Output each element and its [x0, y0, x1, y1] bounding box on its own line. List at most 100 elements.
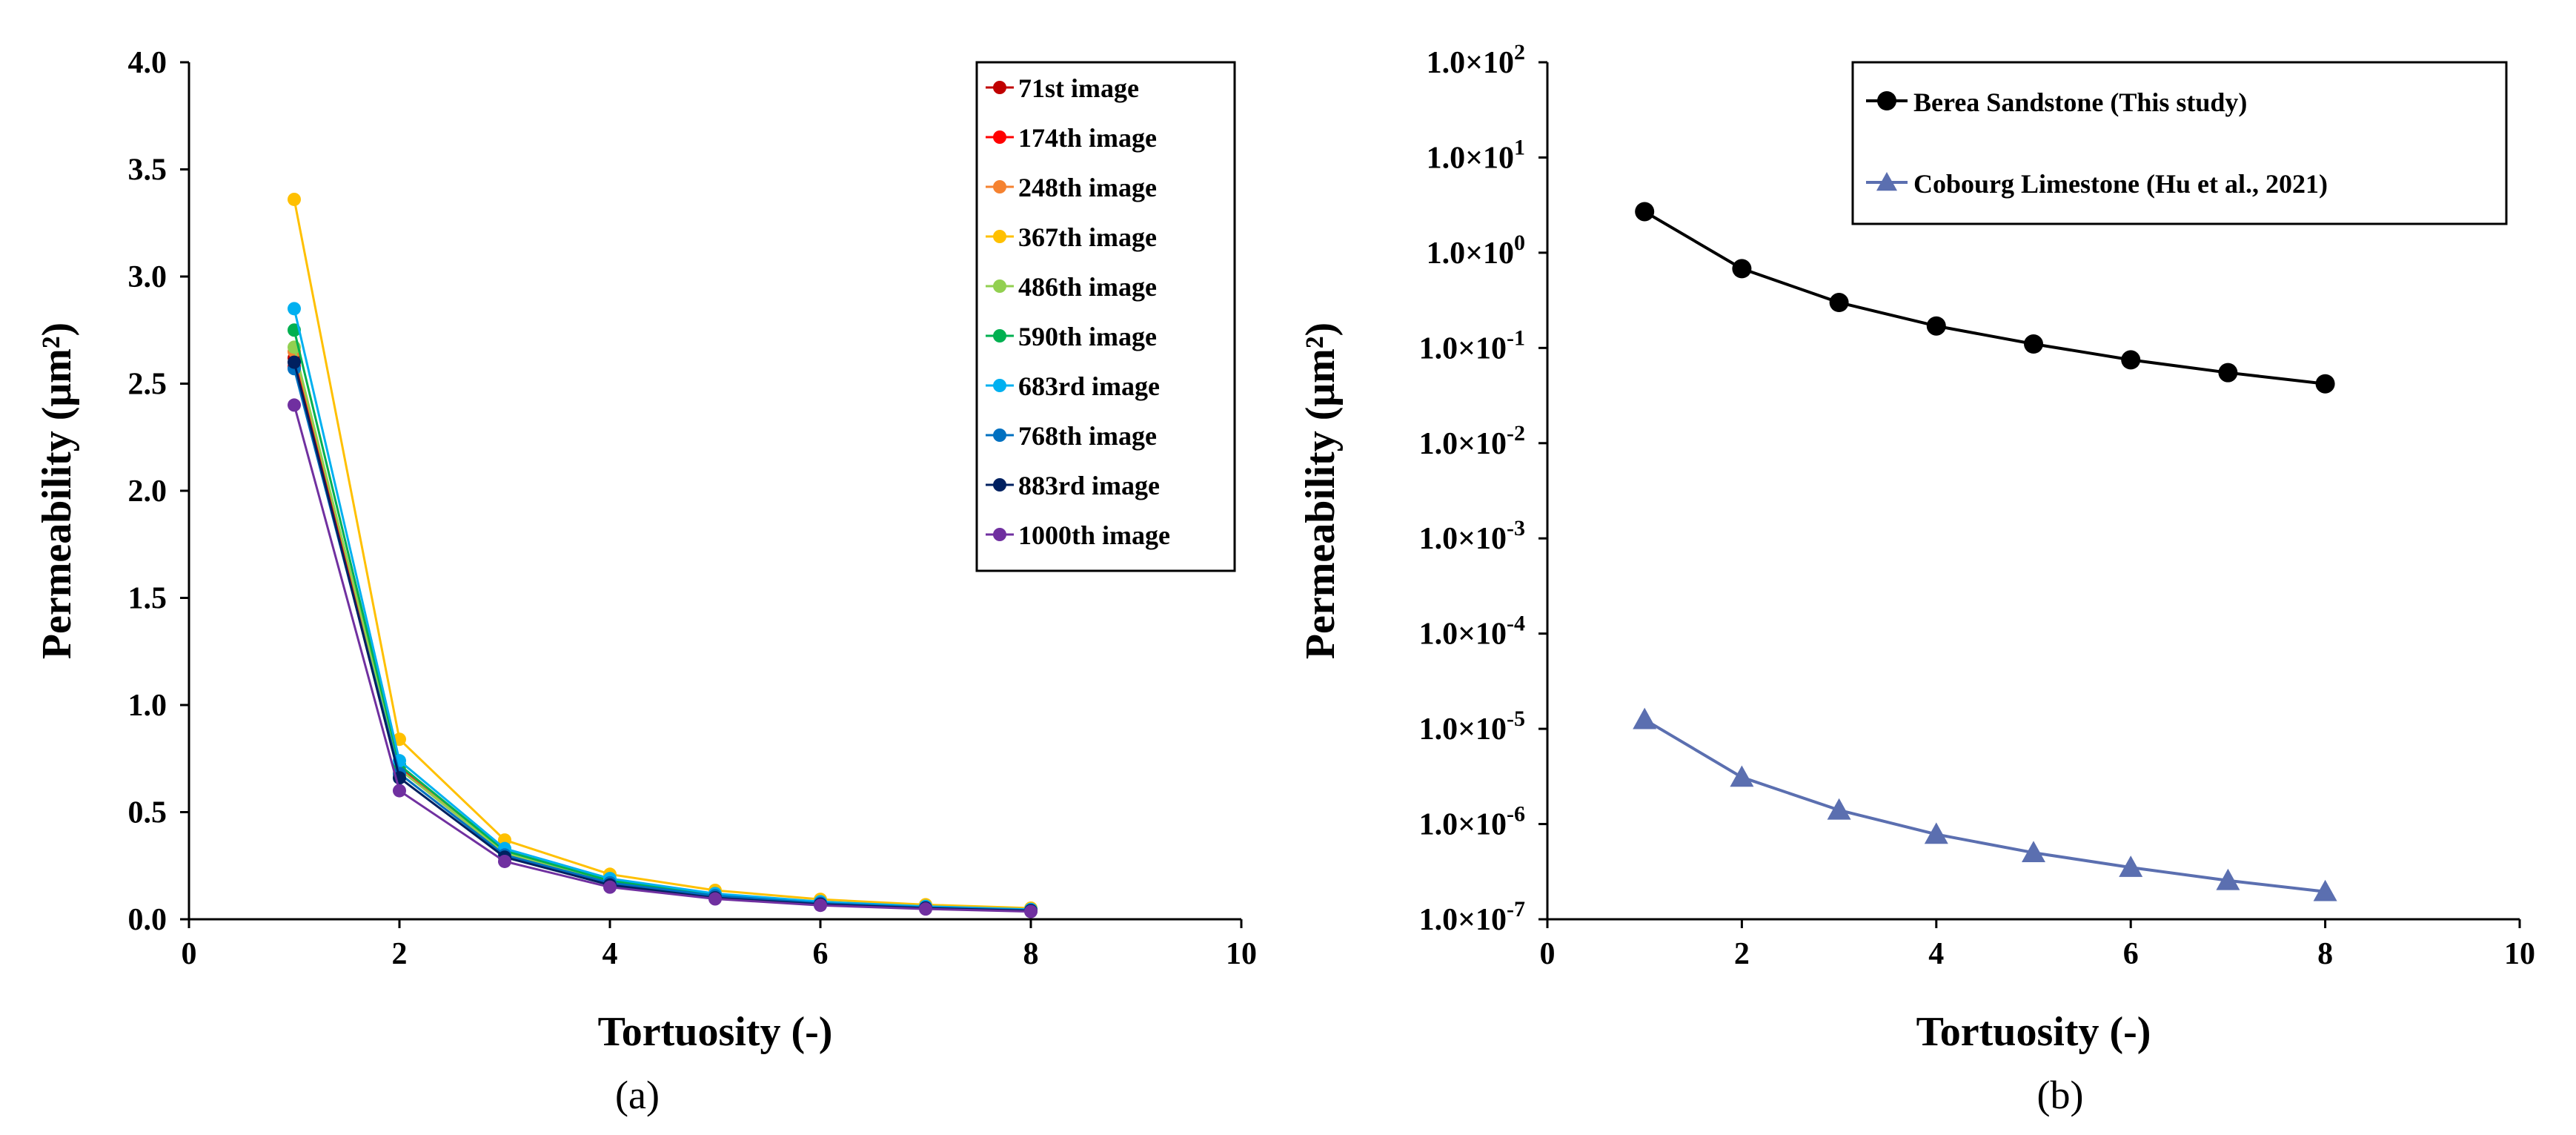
data-point: [1827, 798, 1851, 820]
y-tick-label: 2.0: [128, 474, 167, 509]
data-point: [2315, 374, 2335, 394]
legend-label: Cobourg Limestone (Hu et al., 2021): [1913, 169, 2328, 199]
legend-marker: [993, 379, 1006, 392]
panel-a-chart: 0.0 0.5 1.0 1.5 2.0 2.5 3.0 3.5 4.0 0 2 4 6 8 10 Tortuo…: [34, 46, 1257, 1117]
data-point: [603, 880, 617, 894]
y-tick-label: 1.0×101: [1427, 135, 1525, 175]
series-line: [293, 362, 1032, 912]
x-tick-label: 6: [813, 937, 829, 971]
x-tick-label: 10: [1226, 937, 1257, 971]
x-tick-label: 4: [602, 937, 618, 971]
panel-label: (a): [615, 1073, 660, 1117]
y-tick-label: 1.0×10-2: [1419, 421, 1525, 461]
data-point: [2313, 879, 2337, 901]
x-tick-label: 0: [1540, 937, 1556, 971]
legend-marker: [993, 528, 1006, 541]
legend-label: 248th image: [1018, 173, 1157, 202]
data-point: [1024, 904, 1038, 919]
data-point: [814, 899, 827, 913]
data-point: [498, 854, 511, 868]
legend-box: [975, 61, 1236, 572]
y-tick-label: 2.5: [128, 368, 167, 402]
x-tick-label: 8: [1023, 937, 1039, 971]
legend-marker: [1877, 91, 1896, 110]
panel-label: (b): [2037, 1073, 2084, 1117]
legend-marker: [1876, 172, 1897, 191]
y-tick-label: 1.5: [128, 582, 167, 616]
y-tick-label: 1.0×10-7: [1419, 897, 1525, 937]
data-point: [2216, 868, 2240, 890]
legend-label: 174th image: [1018, 123, 1157, 153]
legend-marker: [993, 81, 1006, 94]
data-point: [1732, 259, 1752, 279]
data-point: [1829, 293, 1849, 313]
x-tick-label: 10: [2504, 937, 2535, 971]
legend-marker: [993, 130, 1006, 144]
panel-b-chart: 1.0×10-7 1.0×10-6 1.0×10-5 1.0×10-4 1.0×10-3…: [1298, 40, 2535, 1117]
y-axis-title: Permeability (μm²): [34, 322, 80, 659]
legend-label: 71st image: [1018, 73, 1139, 103]
data-point: [708, 892, 722, 906]
y-tick-label: 1.0×102: [1427, 40, 1525, 80]
y-tick-label: 1.0×10-1: [1419, 325, 1525, 365]
legend-marker: [993, 478, 1006, 492]
y-tick-label: 1.0×100: [1427, 231, 1525, 271]
data-point: [1635, 202, 1655, 222]
legend-marker: [993, 230, 1006, 243]
data-point: [1924, 822, 1948, 844]
data-point: [2119, 856, 2143, 877]
series-line: [293, 368, 1032, 912]
series-line: [293, 405, 1032, 913]
data-point: [288, 355, 301, 369]
legend-label: 590th image: [1018, 322, 1157, 351]
legend-marker: [993, 180, 1006, 193]
y-tick-label: 0.0: [128, 903, 167, 937]
data-point: [288, 302, 301, 316]
data-point: [2218, 363, 2238, 383]
y-tick-label: 0.5: [128, 796, 167, 830]
data-point: [919, 902, 932, 916]
y-tick-label: 1.0×10-3: [1419, 516, 1525, 556]
series-line: [1644, 210, 2326, 385]
series-line: [293, 199, 1032, 910]
series-line: [293, 365, 1032, 912]
y-tick-label: 1.0: [128, 689, 167, 723]
y-tick-label: 4.0: [128, 46, 167, 80]
data-point: [288, 398, 301, 412]
data-point: [393, 784, 406, 798]
x-tick-label: 6: [2123, 937, 2139, 971]
legend-label: 768th image: [1018, 421, 1157, 451]
legend-marker: [993, 329, 1006, 343]
data-point: [2024, 334, 2043, 354]
x-tick-label: 0: [182, 937, 197, 971]
series-line: [293, 308, 1032, 911]
legend-label: Berea Sandstone (This study): [1913, 87, 2247, 117]
y-tick-label: 1.0×10-6: [1419, 802, 1525, 842]
y-tick-label: 1.0×10-5: [1419, 707, 1525, 747]
data-point: [2121, 350, 2141, 370]
data-point: [1730, 765, 1754, 787]
data-point: [1633, 707, 1657, 729]
legend-label: 486th image: [1018, 272, 1157, 302]
data-point: [1926, 316, 1946, 336]
legend-marker: [993, 279, 1006, 293]
x-tick-label: 2: [392, 937, 408, 971]
legend-label: 683rd image: [1018, 371, 1160, 401]
legend-marker: [993, 428, 1006, 442]
x-axis-title: Tortuosity (-): [598, 1009, 833, 1055]
data-point: [2022, 841, 2045, 863]
y-tick-label: 3.0: [128, 260, 167, 294]
series-line: [293, 347, 1032, 912]
x-axis-title: Tortuosity (-): [1916, 1009, 2151, 1055]
legend-label: 883rd image: [1018, 471, 1160, 500]
x-tick-label: 4: [1928, 937, 1944, 971]
legend-label: 367th image: [1018, 222, 1157, 252]
legend-box: [1851, 61, 2508, 225]
x-tick-label: 8: [2317, 937, 2333, 971]
y-tick-label: 1.0×10-4: [1419, 612, 1525, 652]
x-tick-label: 2: [1734, 937, 1750, 971]
data-point: [288, 192, 301, 206]
series-line: [293, 357, 1032, 912]
series-line: [1644, 718, 2326, 893]
